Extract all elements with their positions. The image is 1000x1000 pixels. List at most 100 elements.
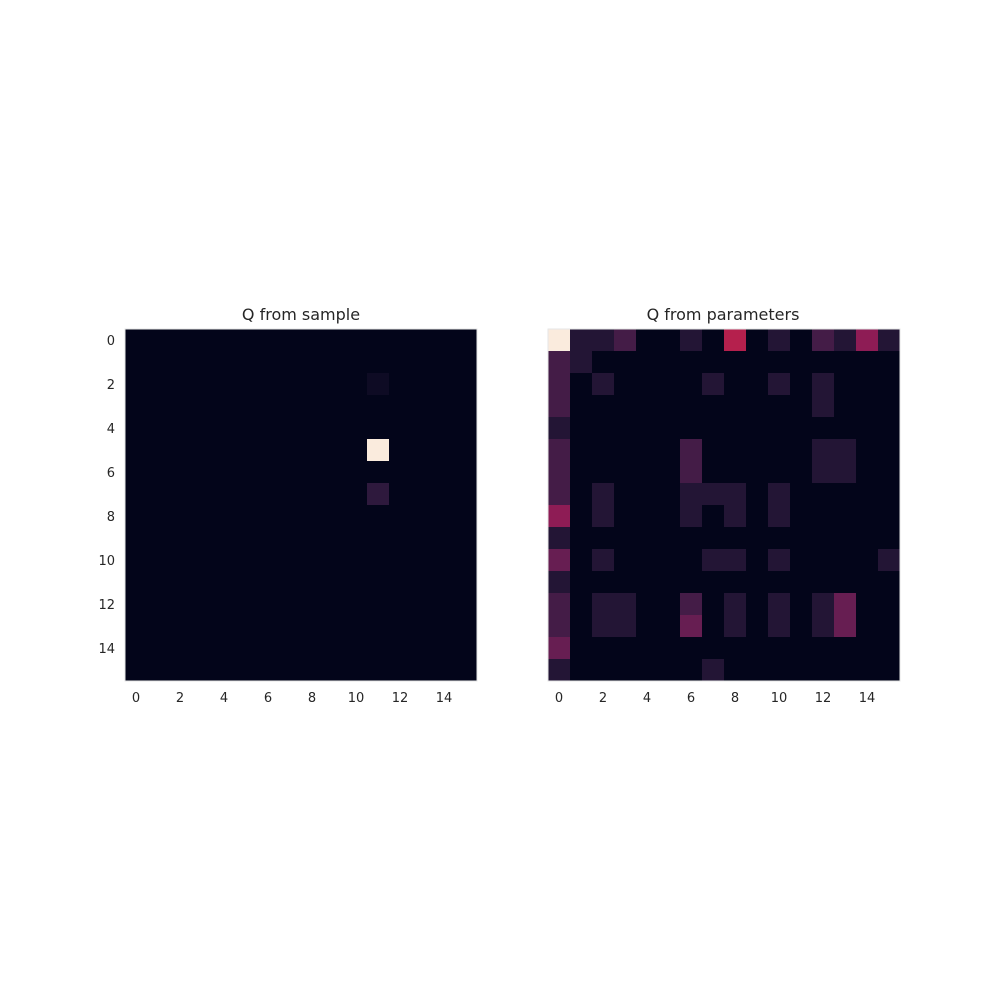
heatmap-cell [614, 351, 637, 374]
heatmap-cell [790, 417, 813, 440]
heatmap-cell [790, 483, 813, 506]
heatmap-cell [746, 395, 769, 418]
heatmap-cell [323, 593, 346, 616]
heatmap-cell [658, 439, 681, 462]
heatmap-cell [455, 483, 478, 506]
heatmap-cell [147, 483, 170, 506]
heatmap-cell [790, 439, 813, 462]
heatmap-cell [169, 461, 192, 484]
heatmap-cell [834, 439, 857, 462]
heatmap-cell [235, 417, 258, 440]
y-tick-label: 8 [107, 510, 115, 525]
heatmap-cell [323, 395, 346, 418]
heatmap-cell [878, 505, 901, 528]
heatmap-cell [411, 615, 434, 638]
heatmap-cell [636, 395, 659, 418]
heatmap-cell [411, 483, 434, 506]
heatmap-cell [125, 637, 148, 660]
heatmap-cell [548, 373, 571, 396]
heatmap-cell [323, 659, 346, 682]
heatmap-cell [169, 373, 192, 396]
heatmap-cell [345, 439, 368, 462]
heatmap-cell [257, 593, 280, 616]
heatmap-cell [878, 329, 901, 352]
heatmap-cell [570, 659, 593, 682]
heatmap-cell [257, 329, 280, 352]
heatmap-cell [169, 549, 192, 572]
heatmap-cell [614, 571, 637, 594]
heatmap-cell [570, 329, 593, 352]
heatmap-cell [345, 417, 368, 440]
heatmap-cell [367, 329, 390, 352]
x-tick-label: 8 [308, 691, 316, 706]
heatmap-cell [323, 483, 346, 506]
heatmap-cell [724, 439, 747, 462]
heatmap-cell [301, 593, 324, 616]
heatmap-cell [768, 505, 791, 528]
heatmap-cell [614, 505, 637, 528]
heatmap-cell [235, 571, 258, 594]
heatmap-cell [433, 527, 456, 550]
heatmap-cell [548, 439, 571, 462]
heatmap-cell [279, 571, 302, 594]
heatmap-cell [235, 549, 258, 572]
heatmap-cell [570, 417, 593, 440]
heatmap-cell [746, 549, 769, 572]
heatmap-cell [433, 659, 456, 682]
heatmap-cell [658, 417, 681, 440]
heatmap-cell [213, 593, 236, 616]
heatmap-cell [658, 637, 681, 660]
heatmap-cell [878, 461, 901, 484]
heatmap-cell [323, 549, 346, 572]
heatmap-cell [658, 483, 681, 506]
heatmap-cell [746, 593, 769, 616]
heatmap-cell [768, 461, 791, 484]
heatmap-cell [367, 461, 390, 484]
heatmap-cell [746, 417, 769, 440]
heatmap-cell [834, 417, 857, 440]
heatmap-cell [125, 593, 148, 616]
heatmap-cell [191, 571, 214, 594]
heatmap-cell [169, 395, 192, 418]
heatmap-cell [746, 461, 769, 484]
heatmap-cell [235, 637, 258, 660]
heatmap-cells [125, 329, 478, 682]
heatmap-cell [658, 593, 681, 616]
heatmap-cell [455, 439, 478, 462]
heatmap-cell [548, 329, 571, 352]
heatmap-cell [433, 615, 456, 638]
heatmap-cell [433, 549, 456, 572]
heatmap-cell [570, 571, 593, 594]
heatmap-cell [301, 571, 324, 594]
heatmap-cell [323, 571, 346, 594]
heatmap-cell [279, 351, 302, 374]
heatmap-cell [367, 593, 390, 616]
heatmap-cell [768, 615, 791, 638]
heatmap-cell [680, 571, 703, 594]
heatmap-cell [257, 395, 280, 418]
heatmap-cell [658, 615, 681, 638]
heatmap-cell [455, 373, 478, 396]
heatmap-cell [323, 615, 346, 638]
heatmap-cell [636, 329, 659, 352]
heatmap-cell [455, 329, 478, 352]
heatmap-cell [834, 373, 857, 396]
heatmap-cell [235, 329, 258, 352]
x-tick-label: 2 [599, 691, 607, 706]
heatmap-cell [169, 593, 192, 616]
x-tick-label: 14 [859, 691, 876, 706]
heatmap-cell [702, 351, 725, 374]
heatmap-cell [125, 417, 148, 440]
heatmap-cell [592, 549, 615, 572]
x-tick-label: 4 [643, 691, 651, 706]
heatmap-cell [411, 659, 434, 682]
heatmap-cell [680, 483, 703, 506]
heatmap-cell [169, 417, 192, 440]
x-tick-labels: 0 2 4 6 8 10 12 14 [132, 691, 452, 706]
heatmap-cell [834, 527, 857, 550]
heatmap-cell [702, 505, 725, 528]
heatmap-cell [323, 439, 346, 462]
heatmap-cell [702, 615, 725, 638]
heatmap-cell [592, 439, 615, 462]
heatmap-cell [878, 615, 901, 638]
